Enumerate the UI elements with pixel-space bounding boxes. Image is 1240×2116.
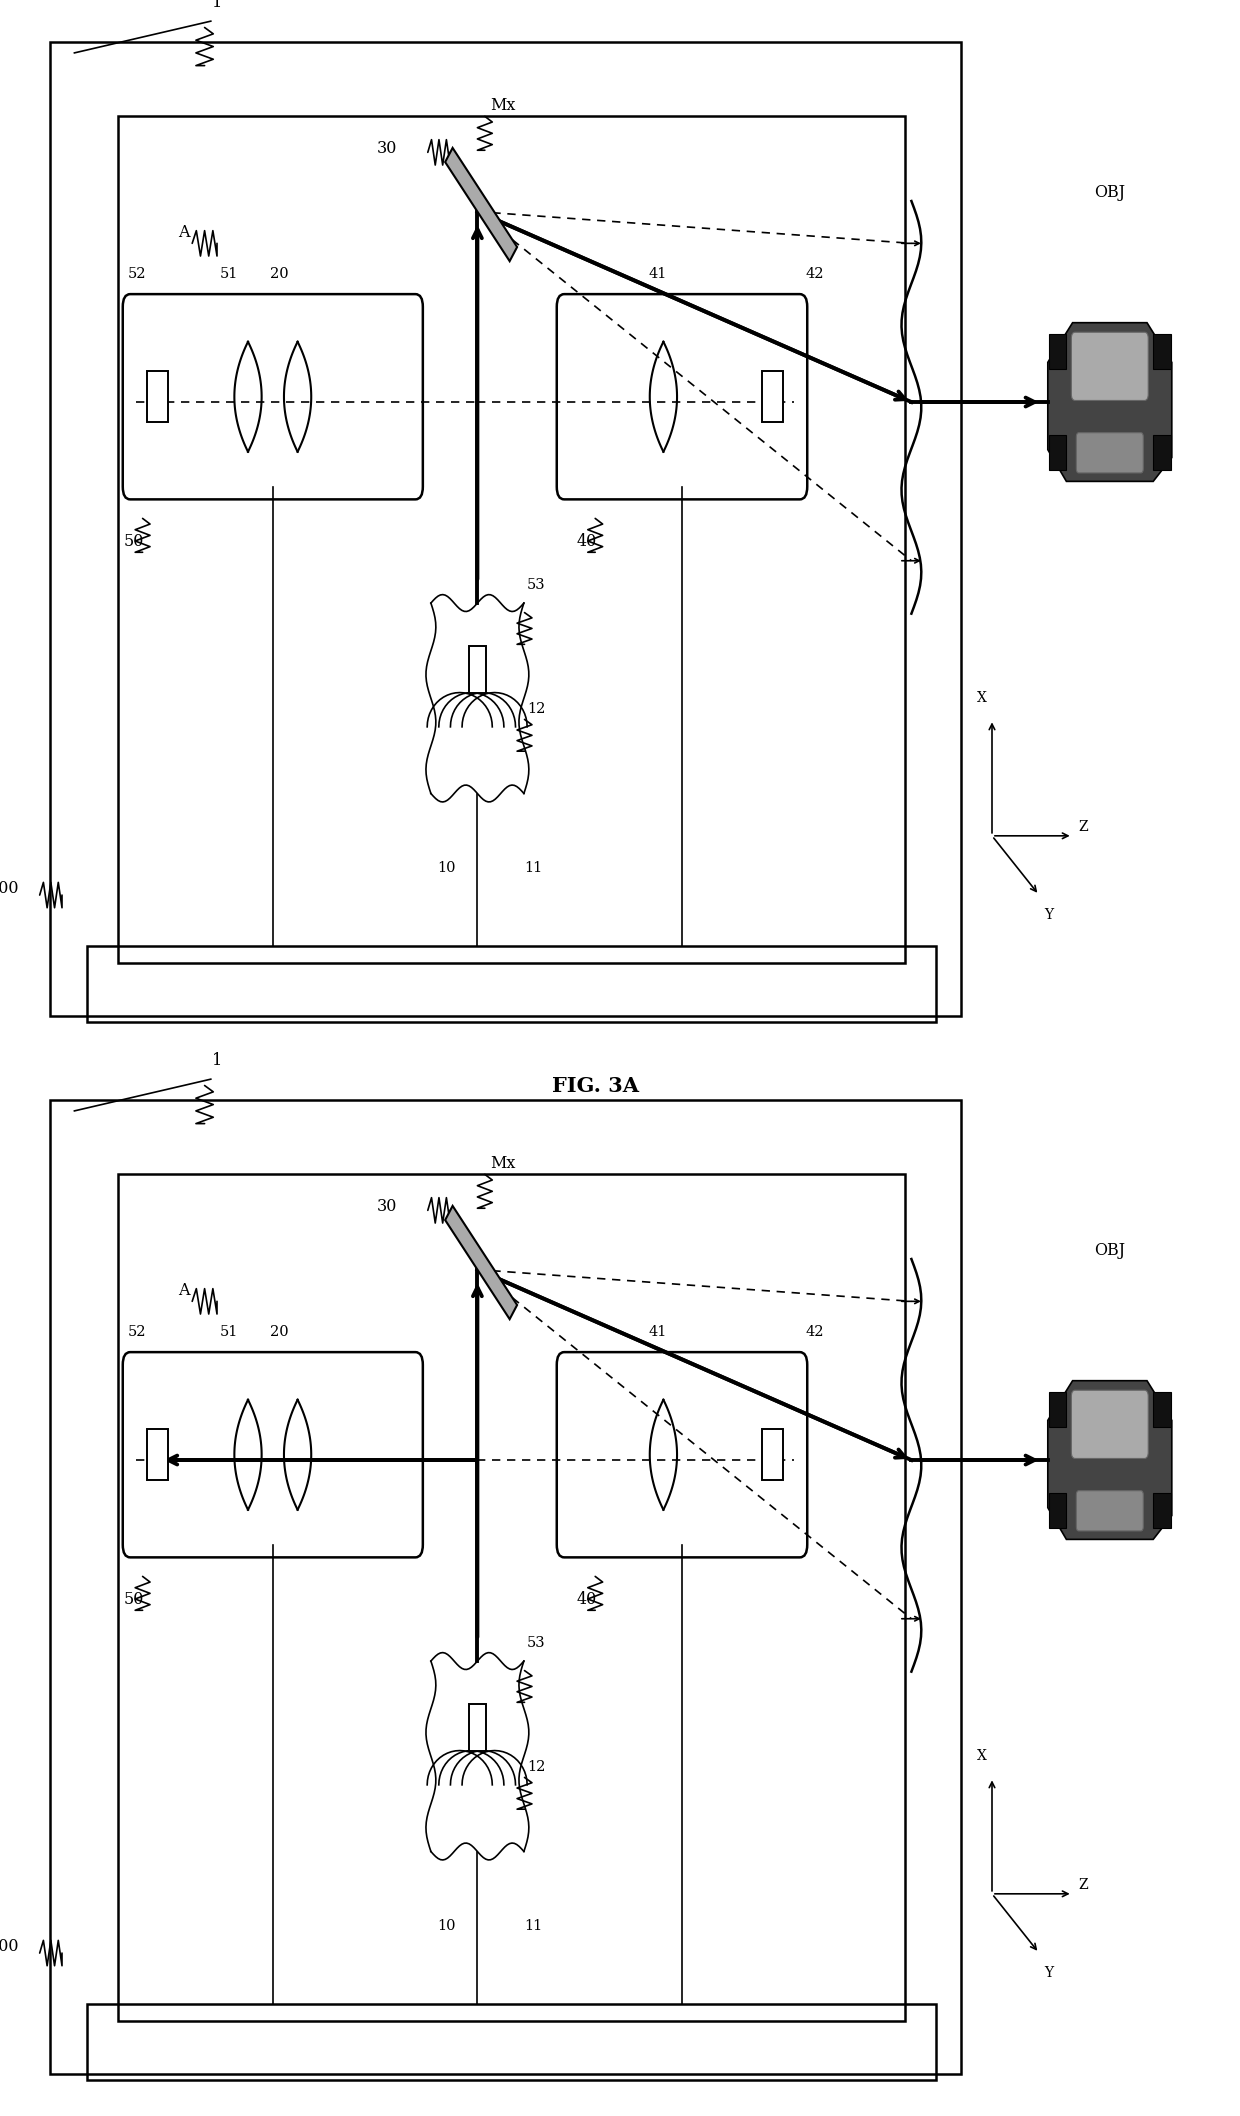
Text: 50: 50 <box>124 533 144 550</box>
Bar <box>1153 1392 1171 1426</box>
Text: A: A <box>177 224 190 241</box>
FancyBboxPatch shape <box>1076 432 1143 472</box>
Text: 12: 12 <box>527 703 546 715</box>
Bar <box>761 372 784 423</box>
Bar <box>1049 1494 1066 1528</box>
Text: 10: 10 <box>438 861 455 874</box>
Text: 30: 30 <box>377 140 397 157</box>
Text: OBJ: OBJ <box>1094 184 1126 201</box>
Text: 1: 1 <box>212 0 222 11</box>
Text: Mx: Mx <box>490 1155 515 1172</box>
Text: 42: 42 <box>806 1325 825 1339</box>
Text: 40: 40 <box>577 1591 596 1608</box>
Bar <box>146 1430 169 1481</box>
Bar <box>469 1705 486 1752</box>
Text: Y: Y <box>1044 908 1053 923</box>
Text: 51: 51 <box>221 267 238 281</box>
Text: 41: 41 <box>649 1325 666 1339</box>
Text: X: X <box>977 690 987 705</box>
Bar <box>118 116 905 963</box>
Bar <box>87 946 936 1022</box>
Text: 40: 40 <box>577 533 596 550</box>
Text: X: X <box>977 1748 987 1763</box>
Text: 100: 100 <box>0 880 19 897</box>
Text: OBJ: OBJ <box>1094 1242 1126 1259</box>
Bar <box>1049 436 1066 470</box>
Text: 12: 12 <box>527 1761 546 1773</box>
FancyBboxPatch shape <box>1071 1390 1148 1458</box>
Text: 53: 53 <box>527 1636 546 1650</box>
Text: Mx: Mx <box>490 97 515 114</box>
Bar <box>1049 1392 1066 1426</box>
Polygon shape <box>1048 322 1172 480</box>
Text: Y: Y <box>1044 1966 1053 1981</box>
Text: 51: 51 <box>221 1325 238 1339</box>
Text: 52: 52 <box>128 1325 146 1339</box>
Text: 52: 52 <box>128 267 146 281</box>
Text: Z: Z <box>1079 821 1089 834</box>
Polygon shape <box>445 148 517 260</box>
Text: 10: 10 <box>438 1919 455 1932</box>
Bar <box>761 1430 784 1481</box>
Text: 11: 11 <box>525 1919 542 1932</box>
Bar <box>1153 1494 1171 1528</box>
Text: 53: 53 <box>527 578 546 592</box>
FancyBboxPatch shape <box>1076 1490 1143 1532</box>
Text: 42: 42 <box>806 267 825 281</box>
Text: A: A <box>177 1282 190 1299</box>
Bar <box>1049 334 1066 368</box>
Bar <box>146 372 169 423</box>
Bar <box>469 645 486 694</box>
Bar <box>87 2004 936 2080</box>
Polygon shape <box>445 1206 517 1318</box>
Bar <box>118 1174 905 2021</box>
Text: 20: 20 <box>269 267 289 281</box>
Bar <box>50 42 961 1016</box>
Text: FIG. 3A: FIG. 3A <box>552 1075 639 1096</box>
Text: 41: 41 <box>649 267 666 281</box>
Text: 100: 100 <box>0 1938 19 1955</box>
Text: 30: 30 <box>377 1198 397 1215</box>
Text: 50: 50 <box>124 1591 144 1608</box>
Text: 1: 1 <box>212 1052 222 1069</box>
Text: 11: 11 <box>525 861 542 874</box>
Bar <box>50 1100 961 2074</box>
Text: Z: Z <box>1079 1879 1089 1892</box>
Bar <box>1153 334 1171 368</box>
Text: 20: 20 <box>269 1325 289 1339</box>
Bar <box>1153 436 1171 470</box>
Polygon shape <box>1048 1382 1172 1540</box>
FancyBboxPatch shape <box>1071 332 1148 400</box>
